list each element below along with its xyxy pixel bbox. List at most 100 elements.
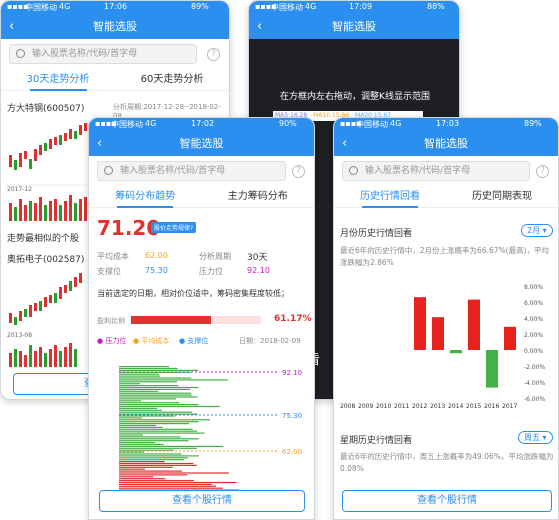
chip-bar <box>119 440 189 442</box>
legend-support-label: 支撑位 <box>187 337 209 345</box>
legend-pressure-label: 压力位 <box>105 337 127 345</box>
status-bar: ▪▪▪▪ 中国移动 4G 17:09 88% <box>249 1 459 14</box>
support-value: 75.30 <box>145 266 168 275</box>
ma20-label: MA20 15.67 <box>355 112 392 119</box>
week-review-title: 星期历史行情回看 <box>340 436 413 446</box>
network-label: 4G <box>390 119 402 128</box>
view-stock-button[interactable]: 查看个股行情 <box>99 490 305 512</box>
chip-bar <box>119 483 212 485</box>
support-line-label: 75.30 <box>282 412 302 420</box>
chip-bar <box>119 402 180 404</box>
profit-bar-track <box>131 316 261 324</box>
tab-same-period[interactable]: 历史同期表现 <box>472 191 532 202</box>
status-bar: ▪▪▪▪ 中国移动 4G 17:03 89% <box>334 118 558 131</box>
chip-bar <box>119 478 166 480</box>
profit-bar-fill <box>131 316 211 324</box>
chip-bar <box>119 366 169 368</box>
search-input[interactable]: 输入股票名称/代码/首字母 ? <box>9 44 220 64</box>
help-icon[interactable]: ? <box>536 165 549 178</box>
chip-bar <box>119 451 145 453</box>
chevron-down-icon: ▾ <box>542 433 547 442</box>
tab-30-days[interactable]: 30天走势分析 <box>1 69 115 91</box>
period-value: 30天 <box>247 253 268 263</box>
search-input[interactable]: 输入股票名称/代码/首字母 ? <box>342 161 549 181</box>
chip-bar <box>119 386 199 389</box>
chip-distribution-chart: 92.10 75.30 62.00 <box>119 366 302 499</box>
weekday-select[interactable]: 周五 ▾ <box>518 431 553 444</box>
nav-bar: ‹ 智能选股 <box>89 131 314 156</box>
network-label: 4G <box>145 119 157 128</box>
chip-bar <box>119 369 199 371</box>
tab-chip-trend[interactable]: 筹码分布趋势 <box>89 186 202 208</box>
x-tick-label: 2010 <box>376 403 391 410</box>
chip-bar <box>119 394 192 396</box>
view-stock-label: 查看个股行情 <box>172 495 232 506</box>
chip-bar <box>119 449 174 451</box>
search-input[interactable]: 输入股票名称/代码/首字母 ? <box>97 161 305 181</box>
chip-bar <box>119 468 146 470</box>
status-bar: ▪▪▪▪ 中国移动 4G 17:02 90% <box>89 118 314 131</box>
month-review-title: 月份历史行情回看 <box>340 229 413 239</box>
x-tick-label: 2013 <box>430 403 445 410</box>
back-arrow-icon[interactable]: ‹ <box>257 19 263 34</box>
chip-bar <box>119 476 154 478</box>
signal-icon: ▪▪▪▪ <box>7 2 29 11</box>
signal-icon: ▪▪▪▪ <box>95 119 117 128</box>
chip-bar <box>119 385 179 387</box>
network-label: 4G <box>305 2 317 11</box>
status-bar: ▪▪▪▪ 中国移动 4G 17:06 89% <box>1 1 229 14</box>
month-return-bar <box>504 326 516 350</box>
chip-bar <box>119 413 198 415</box>
view-quote-button-1[interactable]: 查 <box>13 373 94 395</box>
avg-cost-value: 62.00 <box>145 251 168 260</box>
month-select[interactable]: 2月 ▾ <box>521 224 553 237</box>
page-title: 智能选股 <box>179 137 224 150</box>
back-arrow-icon[interactable]: ‹ <box>9 19 15 34</box>
chip-tabs: 筹码分布趋势 主力筹码分布 <box>89 186 314 208</box>
support-label: 支撑位 <box>97 267 121 276</box>
battery-label: 88% <box>427 2 445 11</box>
back-arrow-icon[interactable]: ‹ <box>342 136 348 151</box>
view-stock-button[interactable]: 查看个股行情 <box>342 490 552 512</box>
carrier-label: 中国移动 <box>111 120 143 129</box>
phone-screen-history: ▪▪▪▪ 中国移动 4G 17:03 89% ‹ 智能选股 输入股票名称/代码/… <box>333 117 559 520</box>
nav-bar: ‹ 智能选股 <box>334 131 558 156</box>
chip-bar <box>119 419 210 421</box>
nav-bar: ‹ 智能选股 <box>1 14 229 39</box>
chip-bar <box>119 426 163 428</box>
chip-bar <box>119 405 220 408</box>
battery-label: 89% <box>191 2 209 11</box>
stock-name[interactable]: 方大特钢(600507) <box>7 104 85 114</box>
back-arrow-icon[interactable]: ‹ <box>97 136 103 151</box>
similar-stocks-title: 走势最相似的个股 <box>7 234 80 244</box>
search-placeholder: 输入股票名称/代码/首字母 <box>365 166 471 176</box>
help-icon[interactable]: ? <box>207 48 220 61</box>
y-tick-label: 2.00% <box>524 332 543 339</box>
status-time: 17:02 <box>191 119 215 128</box>
legend-support: ● 支撑位 <box>179 337 209 345</box>
chip-bar <box>119 442 156 444</box>
view-stock-label: 查看个股行情 <box>417 495 477 506</box>
x-tick-label: 2008 <box>340 403 355 410</box>
chip-bar <box>119 447 198 449</box>
volume-bars <box>9 195 87 221</box>
chip-bar <box>119 462 194 465</box>
pattern-tag[interactable]: 股价走势规律? <box>151 222 197 233</box>
legend-pressure: ● 压力位 <box>97 337 127 345</box>
chevron-down-icon: ▾ <box>542 226 547 235</box>
chip-bar <box>119 430 198 432</box>
chip-bar <box>119 417 143 419</box>
chip-bar <box>119 481 237 484</box>
ma10-label: MA10 15.86 <box>313 112 350 119</box>
tab-history-review[interactable]: 历史行情回看 <box>334 186 446 208</box>
network-label: 4G <box>59 2 71 11</box>
month-return-bar <box>414 297 426 350</box>
tab-60-days[interactable]: 60天走势分析 <box>140 74 204 85</box>
candles <box>9 123 87 170</box>
tab-main-chips[interactable]: 主力筹码分布 <box>227 191 288 202</box>
similar-stock-name[interactable]: 奥拓电子(002587) <box>7 255 85 265</box>
chip-date: 日期：2018-02-09 <box>239 337 301 345</box>
search-icon <box>104 166 113 175</box>
help-icon[interactable]: ? <box>292 165 305 178</box>
month-return-bar <box>468 299 480 350</box>
